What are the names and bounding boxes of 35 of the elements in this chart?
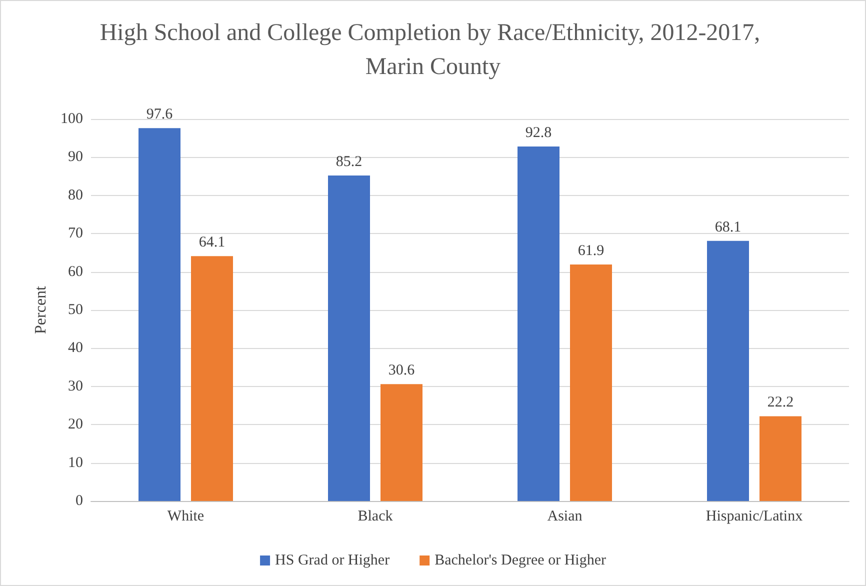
y-tick-label: 100 [60, 111, 83, 127]
bar [518, 146, 560, 501]
data-label: 97.6 [146, 106, 174, 123]
data-label: 85.2 [336, 154, 362, 170]
data-label: 30.6 [388, 362, 416, 379]
y-tick-label: 90 [68, 149, 83, 166]
bar [138, 128, 180, 501]
legend-label: HS Grad or Higher [275, 552, 390, 568]
bar [328, 176, 370, 501]
data-label: 92.8 [525, 125, 552, 142]
y-tick-label: 30 [68, 378, 83, 394]
bar [380, 384, 422, 501]
y-tick-label: 60 [68, 264, 83, 280]
y-tick-label: 50 [68, 302, 83, 318]
y-tick-label: 20 [68, 416, 83, 433]
x-tick-label: White [167, 508, 204, 524]
bar [570, 264, 612, 501]
data-label: 64.1 [198, 234, 226, 251]
bar [191, 256, 233, 501]
x-tick-label: Black [358, 508, 394, 524]
y-tick-label: 70 [68, 226, 83, 242]
legend-label: Bachelor's Degree or Higher [434, 552, 606, 568]
data-label: 68.1 [714, 219, 742, 236]
y-tick-label: 0 [76, 493, 83, 509]
y-axis-title: Percent [32, 285, 50, 334]
data-label: 22.2 [767, 394, 794, 411]
y-tick-label: 10 [68, 454, 83, 471]
chart-title: High School and College Completion by Race/Ethnicity, 2012-2017, Marin County [100, 20, 766, 80]
data-label: 61.9 [578, 243, 604, 260]
x-tick-label: Asian [547, 508, 583, 524]
bar [707, 240, 749, 501]
y-tick-label: 80 [68, 187, 83, 204]
bar [760, 416, 802, 501]
x-tick-label: Hispanic/Latinx [706, 508, 804, 524]
y-tick-label: 40 [68, 340, 83, 356]
